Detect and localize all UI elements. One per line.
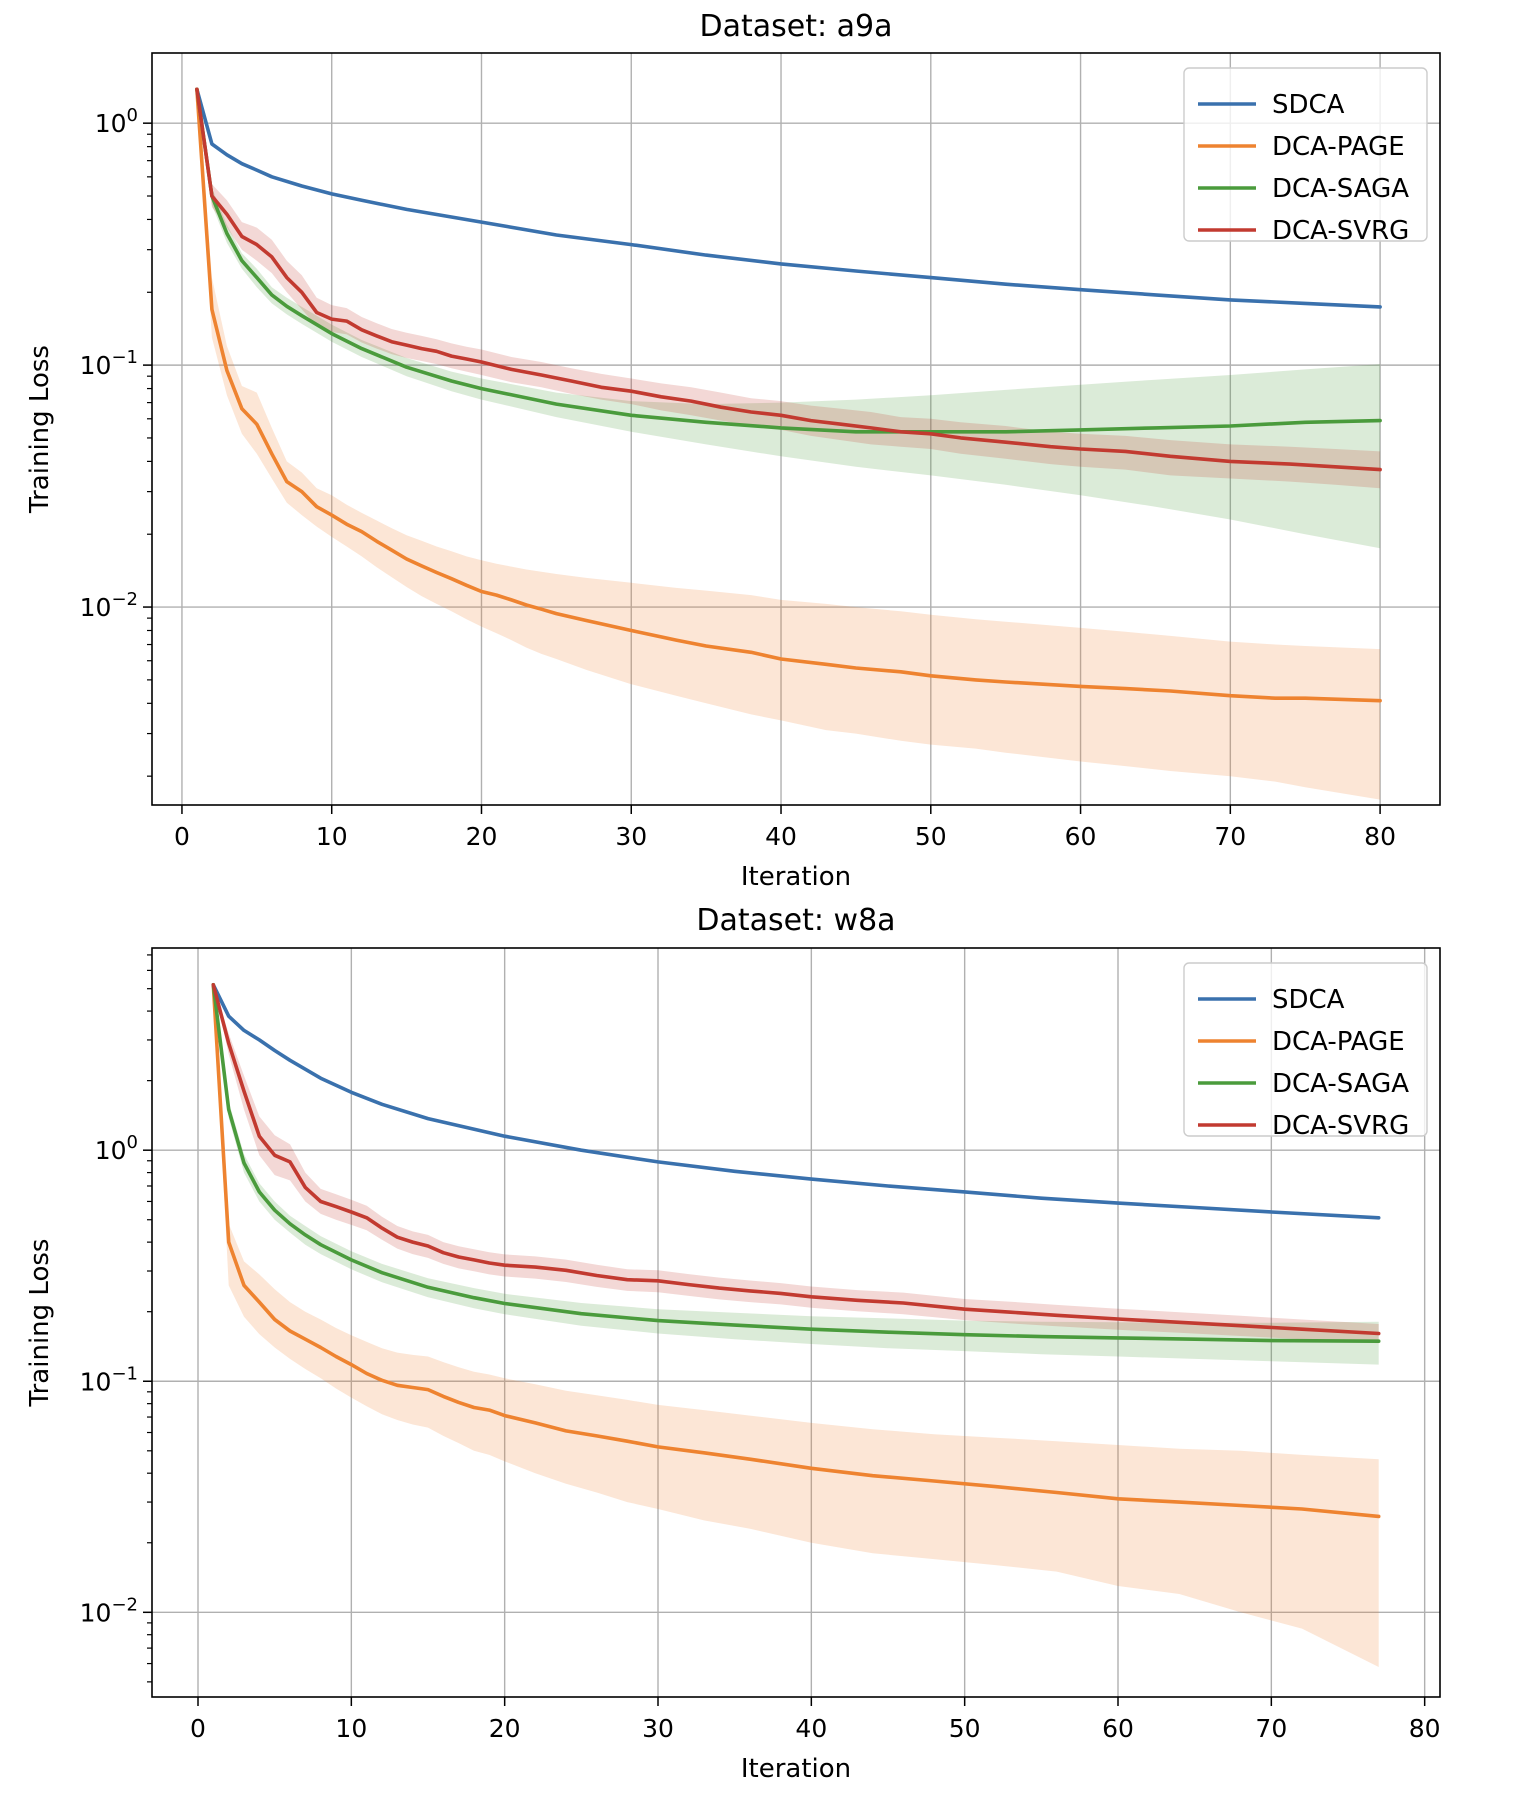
y-tick-label: 10−1 xyxy=(80,347,138,380)
legend: SDCA DCA-PAGE DCA-SAGA DCA-SVRG xyxy=(1183,67,1428,246)
series-line-dca-svrg xyxy=(211,983,1381,1336)
x-tick-label: 20 xyxy=(466,822,498,851)
x-tick-label: 40 xyxy=(795,1714,827,1743)
series-line-dca-svrg xyxy=(195,87,1382,472)
band-dca-page xyxy=(196,89,1381,800)
y-tick-label: 10−2 xyxy=(80,589,138,622)
x-tick-label: 10 xyxy=(316,822,348,851)
legend: SDCA DCA-PAGE DCA-SAGA DCA-SVRG xyxy=(1183,962,1428,1141)
band-dca-svrg xyxy=(196,89,1381,489)
legend-box xyxy=(1183,962,1428,1137)
y-tick-label: 10−2 xyxy=(80,1594,138,1627)
x-tick-label: 60 xyxy=(1102,1714,1134,1743)
plot-area xyxy=(211,983,1381,1667)
x-tick-label: 10 xyxy=(335,1714,367,1743)
series-line-dca-page xyxy=(195,87,1382,703)
y-axis-label: Training Loss xyxy=(25,345,55,514)
x-tick-label: 30 xyxy=(615,822,647,851)
band-dca-saga xyxy=(196,89,1381,549)
legend-box xyxy=(1183,67,1428,242)
x-tick-label: 80 xyxy=(1364,822,1396,851)
x-tick-label: 50 xyxy=(915,822,947,851)
series-line-dca-page xyxy=(211,983,1381,1519)
x-axis-label: Iteration xyxy=(741,1754,851,1784)
chart-title: Dataset: a9a xyxy=(700,9,893,44)
chart-title: Dataset: w8a xyxy=(696,903,895,938)
legend-label-dca-page: DCA-PAGE xyxy=(1272,132,1405,162)
legend-label-dca-saga: DCA-SAGA xyxy=(1272,174,1409,204)
minor-ticks xyxy=(147,954,152,1683)
legend-label-dca-saga: DCA-SAGA xyxy=(1272,1069,1409,1099)
x-tick-label: 70 xyxy=(1214,822,1246,851)
y-tick-label: 10−1 xyxy=(80,1363,138,1396)
x-tick-label: 40 xyxy=(765,822,797,851)
axes-frame xyxy=(151,947,1441,1698)
series-line-sdca xyxy=(211,983,1381,1220)
plot-area xyxy=(195,87,1382,800)
minor-ticks xyxy=(147,133,152,777)
x-tick-label: 0 xyxy=(174,822,190,851)
legend-label-dca-svrg: DCA-SVRG xyxy=(1272,216,1409,246)
y-tick-label: 100 xyxy=(95,105,138,138)
x-tick-label: 70 xyxy=(1255,1714,1287,1743)
legend-label-sdca: SDCA xyxy=(1272,985,1345,1015)
legend-label-dca-page: DCA-PAGE xyxy=(1272,1027,1405,1057)
legend-label-dca-svrg: DCA-SVRG xyxy=(1272,1111,1409,1141)
chart-panel-1: 0 10 20 30 40 50 60 70 80 100 10−1 10−2 Dataset: a9a… xyxy=(25,9,1441,892)
x-axis-label: Iteration xyxy=(741,862,851,892)
series-line-sdca xyxy=(195,87,1382,309)
x-tick-label: 80 xyxy=(1409,1714,1441,1743)
x-tick-label: 20 xyxy=(489,1714,521,1743)
x-tick-label: 30 xyxy=(642,1714,674,1743)
axes-frame xyxy=(151,52,1441,806)
x-tick-label: 0 xyxy=(190,1714,206,1743)
legend-label-sdca: SDCA xyxy=(1272,90,1345,120)
grid xyxy=(152,948,1440,1697)
series-line-dca-saga xyxy=(195,87,1382,434)
chart-panel-2: 0 10 20 30 40 50 60 70 80 100 10−1 10−2 Dataset: w8a… xyxy=(25,903,1441,1784)
x-tick-label: 50 xyxy=(949,1714,981,1743)
x-tick-label: 60 xyxy=(1065,822,1097,851)
y-axis-label: Training Loss xyxy=(25,1239,55,1408)
series-line-dca-saga xyxy=(211,983,1381,1343)
y-tick-label: 100 xyxy=(95,1132,138,1165)
